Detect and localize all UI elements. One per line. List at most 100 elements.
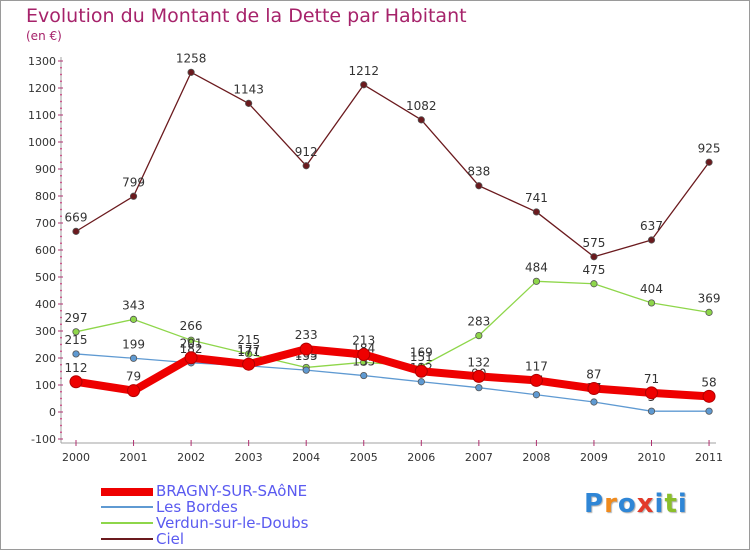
- legend-swatch-les-bordes: [101, 506, 153, 508]
- y-minor-tick: [60, 363, 62, 366]
- y-minor-tick: [60, 404, 62, 407]
- y-minor-tick: [60, 370, 62, 373]
- data-point-les-bordes: [72, 350, 80, 358]
- y-minor-tick: [60, 174, 62, 177]
- y-minor-tick: [60, 134, 62, 137]
- data-point-bragny-sur-sa-ne: [357, 347, 371, 361]
- data-point-verdun-sur-le-doubs: [245, 350, 253, 358]
- legend-swatch-verdun: [101, 522, 153, 524]
- logo-letter: i: [677, 489, 688, 519]
- data-label-ciel: 838: [467, 165, 490, 179]
- y-minor-tick: [60, 73, 62, 76]
- data-point-ciel: [417, 116, 425, 124]
- y-minor-tick: [60, 350, 62, 353]
- y-minor-tick: [60, 235, 62, 238]
- y-minor-tick: [60, 66, 62, 69]
- data-label-verdun-sur-le-doubs: 215: [237, 333, 260, 347]
- y-tick-label: 200: [35, 352, 56, 365]
- x-tick-label: 2003: [235, 451, 263, 464]
- y-tick-label: 1100: [28, 109, 56, 122]
- data-label-ciel: 637: [640, 219, 663, 233]
- x-tick-label: 2008: [522, 451, 550, 464]
- x-tick-label: 2001: [120, 451, 148, 464]
- data-point-ciel: [590, 253, 598, 261]
- data-point-bragny-sur-sa-ne: [587, 382, 601, 396]
- data-point-ciel: [245, 99, 253, 107]
- y-minor-tick: [60, 316, 62, 319]
- data-point-ciel: [705, 158, 713, 166]
- data-point-bragny-sur-sa-ne: [645, 386, 658, 400]
- data-point-ciel: [532, 208, 541, 216]
- y-minor-tick: [60, 100, 62, 103]
- data-label-bragny-sur-sa-ne: 132: [467, 355, 490, 369]
- y-minor-tick: [60, 255, 62, 258]
- legend-swatch-bragny: [101, 488, 153, 496]
- y-minor-tick: [60, 282, 62, 285]
- legend-label-ciel: Ciel: [156, 530, 185, 548]
- y-minor-tick: [60, 289, 62, 292]
- data-point-ciel: [475, 182, 483, 190]
- data-label-bragny-sur-sa-ne: 233: [295, 328, 318, 342]
- y-minor-tick: [60, 242, 62, 245]
- data-label-verdun-sur-le-doubs: 169: [410, 345, 433, 359]
- data-point-bragny-sur-sa-ne: [414, 364, 428, 378]
- data-point-verdun-sur-le-doubs: [475, 331, 483, 340]
- y-tick-label: 1300: [28, 55, 56, 68]
- logo-letter: o: [617, 489, 637, 519]
- data-label-bragny-sur-sa-ne: 58: [701, 375, 716, 389]
- data-point-les-bordes: [647, 407, 656, 415]
- y-minor-tick: [60, 188, 62, 191]
- y-minor-tick: [60, 431, 62, 434]
- data-label-verdun-sur-le-doubs: 484: [525, 260, 548, 274]
- data-label-bragny-sur-sa-ne: 213: [352, 333, 375, 347]
- y-tick-label: 100: [35, 379, 56, 392]
- data-label-les-bordes: 215: [65, 333, 88, 347]
- data-point-bragny-sur-sa-ne: [299, 342, 313, 356]
- data-label-bragny-sur-sa-ne: 117: [525, 359, 548, 373]
- data-label-bragny-sur-sa-ne: 151: [410, 350, 433, 364]
- data-point-verdun-sur-le-doubs: [647, 299, 656, 307]
- y-minor-tick: [60, 424, 62, 427]
- series-line-verdun-sur-le-doubs: [75, 280, 710, 369]
- data-point-verdun-sur-le-doubs: [590, 280, 598, 288]
- y-minor-tick: [60, 377, 62, 380]
- data-label-bragny-sur-sa-ne: 201: [180, 337, 203, 351]
- data-label-verdun-sur-le-doubs: 266: [180, 319, 203, 333]
- logo-letter: r: [604, 489, 618, 519]
- proxiti-logo: Proxiti: [584, 489, 688, 519]
- y-minor-tick: [60, 417, 62, 420]
- data-point-les-bordes: [475, 384, 483, 392]
- y-minor-tick: [60, 336, 62, 339]
- data-label-ciel: 1143: [233, 82, 264, 96]
- y-minor-tick: [60, 397, 62, 400]
- data-point-ciel: [647, 236, 656, 244]
- y-minor-tick: [60, 262, 62, 265]
- y-minor-tick: [60, 120, 62, 123]
- x-tick-label: 2005: [350, 451, 378, 464]
- x-tick-label: 2000: [62, 451, 90, 464]
- data-point-ciel: [302, 162, 310, 170]
- y-minor-tick: [60, 215, 62, 218]
- data-label-verdun-sur-le-doubs: 369: [698, 291, 721, 305]
- y-minor-tick: [60, 228, 62, 231]
- data-point-ciel: [360, 81, 368, 89]
- data-point-verdun-sur-le-doubs: [187, 336, 195, 344]
- data-point-verdun-sur-le-doubs: [129, 315, 138, 323]
- data-label-ciel: 912: [295, 145, 318, 159]
- y-tick-label: 700: [35, 217, 56, 230]
- logo-letter: t: [664, 489, 678, 519]
- series-line-ciel: [75, 71, 710, 258]
- data-label-bragny-sur-sa-ne: 79: [126, 370, 141, 384]
- logo-letter: P: [584, 489, 605, 519]
- data-label-ciel: 669: [65, 210, 88, 224]
- data-label-les-bordes: 182: [180, 342, 203, 356]
- x-tick-label: 2007: [465, 451, 493, 464]
- data-point-bragny-sur-sa-ne: [69, 375, 83, 389]
- y-minor-tick: [60, 323, 62, 326]
- data-point-les-bordes: [129, 354, 138, 362]
- y-tick-label: 800: [35, 190, 56, 203]
- data-label-ciel: 925: [698, 141, 721, 155]
- x-tick-label: 2004: [292, 451, 320, 464]
- y-tick-label: -100: [31, 433, 56, 446]
